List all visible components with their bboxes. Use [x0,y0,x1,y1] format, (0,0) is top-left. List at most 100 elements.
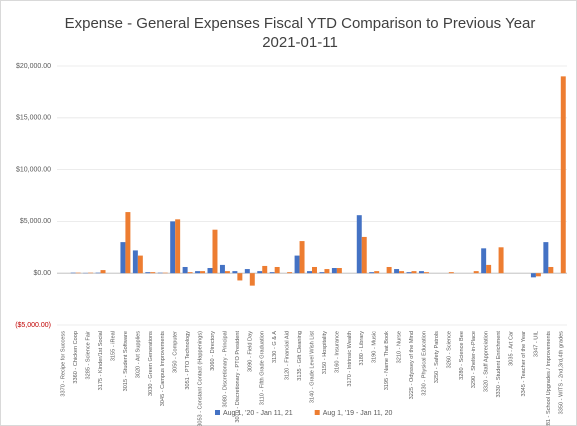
bar [244,269,250,274]
x-tick-label: 3260 - Science [446,331,452,368]
x-tick-label: 3130 - G & A [272,331,278,363]
bar [548,266,554,274]
x-tick-label: 3053 - Constant Contact (Happenings) [198,331,204,426]
x-tick-label: 3035 - Art Car [509,331,515,366]
bar [307,271,312,274]
y-tick-label: $15,000.00 [16,115,51,122]
bar [418,271,424,274]
bar [530,273,536,278]
x-tick-label: 3135 - Gift Cleaning [297,331,303,381]
x-tick-label: 3175 - Kinder/1st Social [98,331,104,390]
bar [207,268,213,274]
bar [423,272,429,274]
bar [195,271,201,274]
x-tick-label: 3080 - Discretionary - Principal [222,331,228,407]
bar [95,272,101,274]
bar [75,272,81,274]
bar [187,272,193,274]
x-tick-label: 3110 - Fifth Grade Graduation [260,331,266,405]
bar [356,215,362,274]
bar [481,248,487,274]
bar [498,247,504,274]
x-tick-label: 3150 - Hospitality [322,331,328,374]
bar [406,272,412,274]
x-tick-label: 3190 - Music [372,331,378,363]
bar [182,266,188,274]
x-tick-label: 3030 - Green Generations [148,331,154,396]
bar [411,271,417,274]
x-tick-label: 3051 - PTO Technology [185,331,191,390]
bar [212,229,218,274]
y-tick-label: ($5,000.00) [15,322,51,329]
legend-label: Aug 1, '20 - Jan 11, 21 [223,410,293,417]
bar [473,271,479,274]
bar [132,250,138,274]
x-tick-label: 3230 - Physical Education [421,331,427,396]
bar [560,76,566,274]
x-tick-label: 3280 - Science Bee [459,331,465,380]
bar [294,255,300,274]
x-tick-label: 3347 - UIL [533,331,539,357]
chart-title: Expense - General Expenses Fiscal YTD Co… [65,15,536,32]
legend-swatch [215,410,220,415]
bar [157,272,163,274]
bar [448,272,454,274]
bar [100,270,106,274]
x-tick-label: 3281 - School Upgrades / Improvements [546,331,552,426]
x-tick-label: 3120 - Financial Aid [285,331,291,380]
bar [399,271,405,274]
x-tick-label: 3160 - Insurance [334,331,340,373]
bar [145,272,151,274]
x-tick-label: 3020 - Art Supplies [135,331,141,378]
bar [257,271,263,274]
bar [125,212,131,274]
bar [361,236,367,274]
bar [331,268,337,274]
x-tick-label: 3330 - Student Enrichment [496,331,502,398]
x-tick-label: 3155 - iReal [110,331,116,361]
x-tick-label: 3015 - Student Software [123,331,129,391]
x-tick-label: 3250 - Safety Patrols [434,331,440,383]
bar [535,273,541,277]
bar [137,255,143,274]
x-tick-label: 3050 - Computer [173,331,179,373]
bar [269,272,275,274]
bar [274,266,280,274]
bar [200,271,206,274]
x-tick-label: 3285 - Science Fair [86,331,92,380]
bar [232,271,238,274]
x-tick-label: 3140 - Grade Level Wish List [309,331,315,404]
bar [170,221,176,274]
x-tick-label: 3210 - Nurse [397,331,403,363]
bar [287,272,293,274]
x-tick-label: 3090 - Field Day [247,331,253,372]
y-tick-label: $0.00 [33,270,51,277]
bar [543,242,549,274]
x-tick-label: 3320 - Staff Appreciation [484,331,490,392]
bar [88,272,94,274]
x-tick-label: 3345 - Teacher of the Year [521,331,527,397]
legend-label: Aug 1, '19 - Jan 11, 20 [323,410,393,417]
x-tick-label: 3180 - Library [359,331,365,366]
chart-subtitle: 2021-01-11 [262,34,338,51]
bar [175,219,181,274]
x-tick-label: 3070 - Discretionary - PTO President [235,331,241,423]
y-tick-label: $10,000.00 [16,166,51,173]
bar [224,271,230,274]
bar [120,242,126,274]
legend-swatch [314,410,320,415]
y-tick-label: $20,000.00 [16,63,51,70]
bar [319,272,325,274]
bar [324,269,330,274]
bar [312,266,317,274]
x-tick-label: 3225 - Odyssey of the Mind [409,331,415,399]
x-tick-label: 3195 - Name That Book [384,331,390,390]
bar [262,265,268,274]
x-tick-label: 3290 - Shelter-in-Place [471,331,477,388]
bar [369,272,375,274]
x-tick-label: 3370 - Recipe for Success [61,331,67,397]
bar [70,272,76,274]
bar [150,272,156,274]
